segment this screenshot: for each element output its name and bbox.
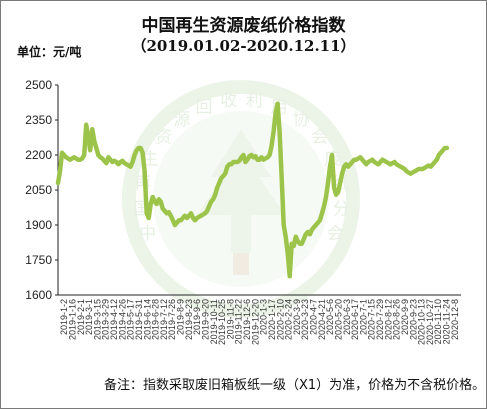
x-tick-label: 2020-5-20 <box>333 299 343 340</box>
watermark-logo: 中国再生资源回收利用协会废纸分会 <box>122 80 360 318</box>
y-axis-ticks: 1600 1750 1900 2050 2200 2350 2500 <box>25 78 58 302</box>
x-tick-label: 2020-2-24 <box>284 299 294 340</box>
y-tick-label: 2200 <box>25 148 52 162</box>
y-tick-label: 1600 <box>25 288 52 302</box>
x-tick-label: 2019-3-1 <box>84 299 94 335</box>
x-tick-label: 2019-10-11 <box>209 299 219 344</box>
x-tick-label: 2019-11-22 <box>234 299 244 344</box>
series-line <box>55 101 450 279</box>
x-tick-label: 2020-3-23 <box>300 299 310 340</box>
x-tick-label: 2019-1-16 <box>67 299 77 340</box>
x-tick-label: 2019-4-26 <box>117 299 127 340</box>
x-tick-label: 2020-7-1 <box>358 299 368 335</box>
x-tick-label: 2020-8-26 <box>392 299 402 340</box>
x-tick-label: 2020-8-12 <box>383 299 393 340</box>
x-tick-label: 2020-4-7 <box>309 299 319 335</box>
x-tick-label: 2019-11-8 <box>225 299 235 339</box>
chart-subtitle: （2019.01.02-2020.12.11） <box>131 37 356 55</box>
x-tick-label: 2019-3-15 <box>92 299 102 340</box>
x-tick-label: 2019-7-12 <box>159 299 169 340</box>
footnote: 备注：指数采取废旧箱板纸一级（X1）为准，价格为不含税价格。 <box>104 378 486 393</box>
y-tick-label: 2500 <box>25 78 52 92</box>
x-tick-label: 2020-1-17 <box>267 299 277 340</box>
x-tick-label: 2019-8-23 <box>184 299 194 340</box>
x-tick-label: 2020-11-10 <box>433 299 443 344</box>
x-tick-label: 2020-3-9 <box>292 299 302 335</box>
x-tick-label: 2019-6-28 <box>151 299 161 340</box>
x-tick-label: 2019-3-29 <box>101 299 111 340</box>
x-tick-label: 2019-7-26 <box>167 299 177 340</box>
x-tick-label: 2020-9-23 <box>408 299 418 340</box>
x-tick-label: 2019-4-12 <box>109 299 119 340</box>
y-tick-label: 2050 <box>25 183 52 197</box>
x-tick-label: 2020-6-3 <box>342 299 352 335</box>
x-tick-label: 2020-7-15 <box>367 299 377 340</box>
x-tick-label: 2020-12-8 <box>450 299 460 340</box>
x-tick-label: 2019-8-9 <box>176 299 186 335</box>
x-tick-label: 2019-10-25 <box>217 299 227 345</box>
x-tick-label: 2020-1-3 <box>259 299 269 335</box>
x-tick-label: 2019-1-2 <box>59 299 69 335</box>
x-tick-label: 2019-6-14 <box>142 299 152 340</box>
x-tick-label: 2019-5-17 <box>126 299 136 340</box>
x-tick-label: 2020-6-17 <box>350 299 360 340</box>
x-tick-label: 2020-9-9 <box>400 299 410 335</box>
x-tick-label: 2020-11-24 <box>442 299 452 344</box>
x-tick-label: 2019-5-31 <box>134 299 144 340</box>
x-tick-label: 2020-2-10 <box>275 299 285 340</box>
y-axis-unit-label: 单位：元/吨 <box>17 45 82 59</box>
x-tick-label: 2020-7-29 <box>375 299 385 340</box>
x-tick-label: 2020-5-6 <box>325 299 335 335</box>
x-tick-label: 2019-2-1 <box>76 299 86 335</box>
y-tick-label: 2350 <box>25 113 52 127</box>
x-tick-label: 2019-12-6 <box>242 299 252 340</box>
x-tick-label: 2019-9-20 <box>200 299 210 340</box>
x-tick-label: 2020-10-27 <box>425 299 435 345</box>
x-tick-label: 2020-4-21 <box>317 299 327 340</box>
y-tick-label: 1900 <box>25 218 52 232</box>
chart-title: 中国再生资源废纸价格指数 <box>141 16 346 36</box>
x-tick-label: 2020-10-13 <box>417 299 427 345</box>
x-tick-label: 2019-12-20 <box>250 299 260 345</box>
x-axis-ticks: 2019-1-22019-1-162019-2-12019-3-12019-3-… <box>59 299 460 345</box>
x-tick-label: 2019-9-6 <box>192 299 202 335</box>
y-tick-label: 1750 <box>25 253 52 267</box>
